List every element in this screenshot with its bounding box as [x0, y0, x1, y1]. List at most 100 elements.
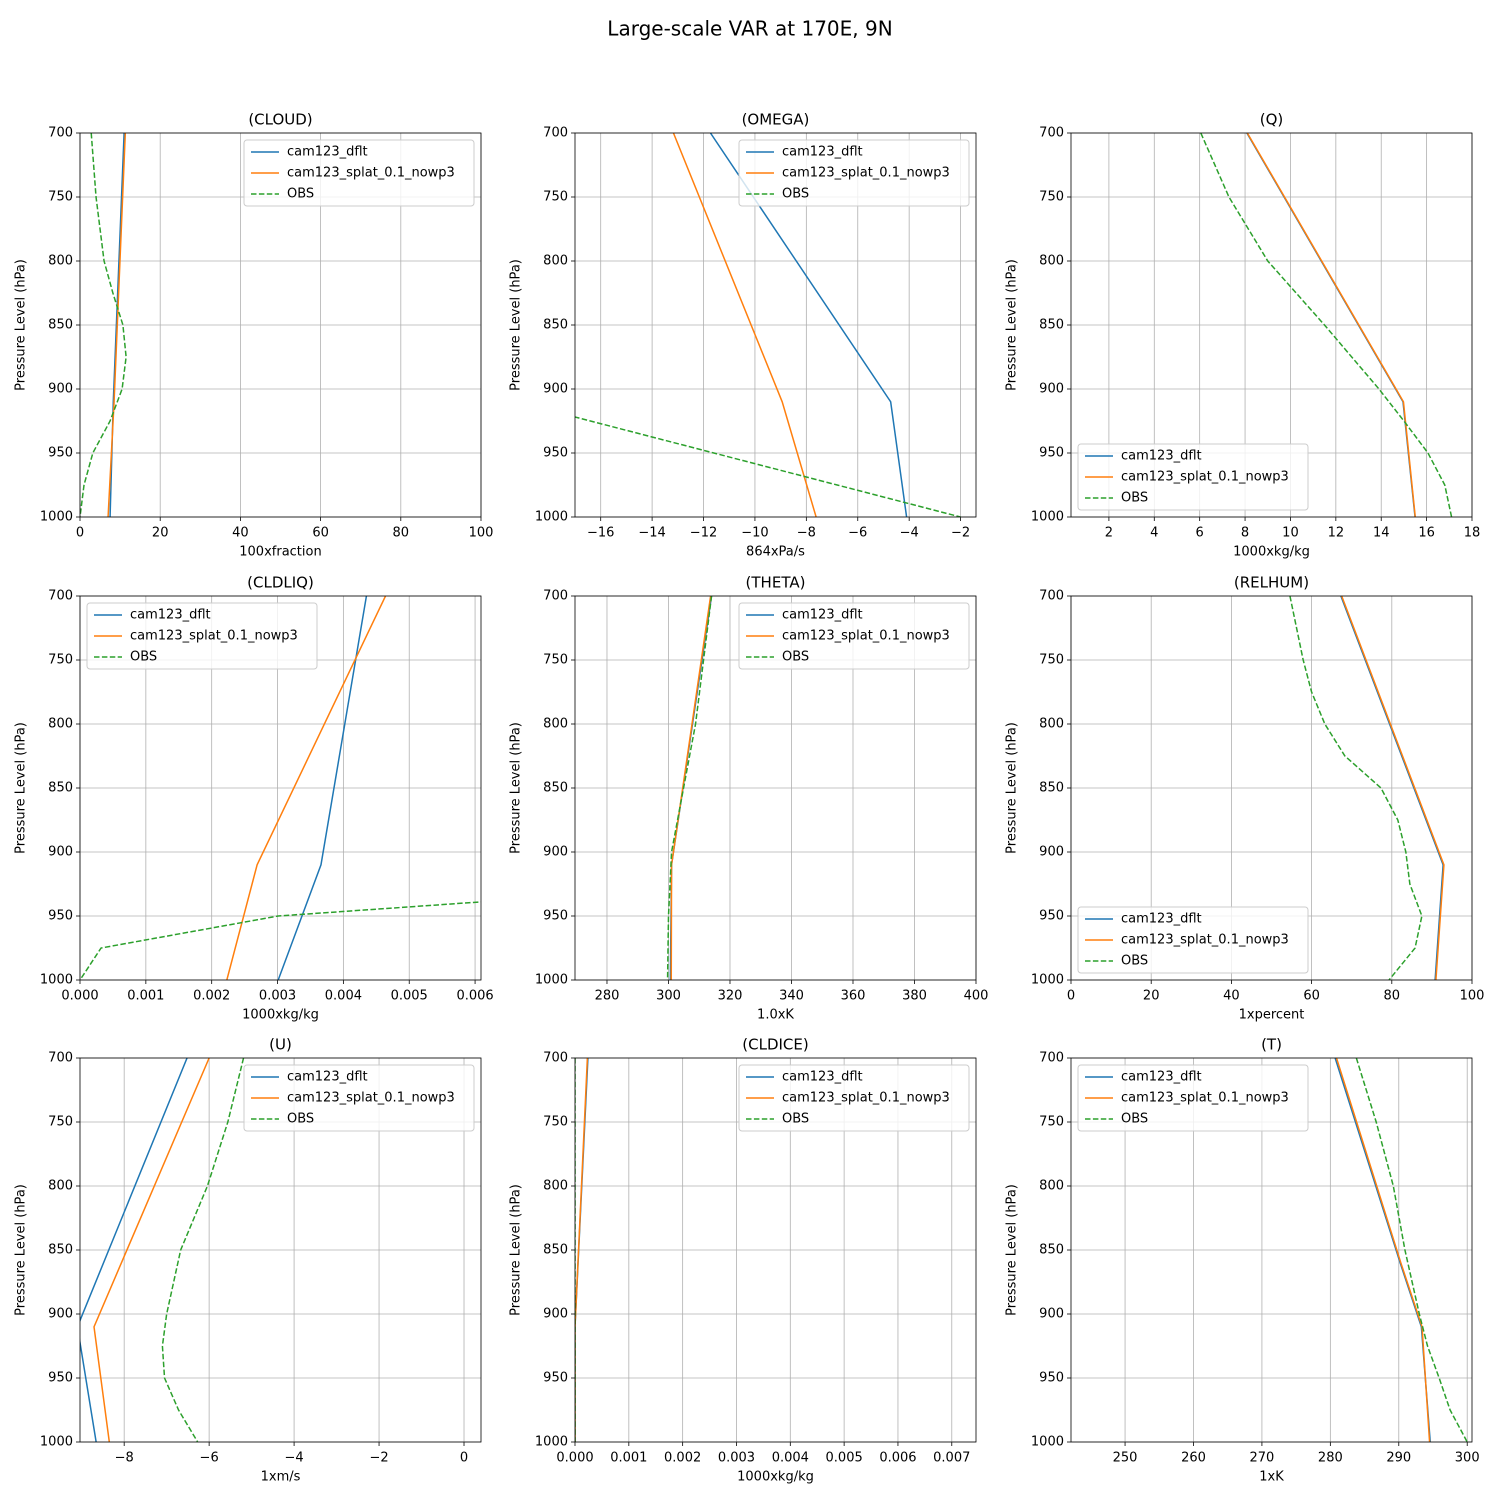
x-tick-label: 6	[1196, 526, 1204, 541]
x-tick-label: 280	[1318, 1451, 1343, 1466]
legend-label: cam123_splat_0.1_nowp3	[1121, 933, 1289, 948]
data-line	[1289, 596, 1423, 980]
legend-label: cam123_dflt	[782, 608, 863, 623]
y-tick-label: 850	[543, 1243, 568, 1258]
data-line	[575, 1058, 589, 1442]
x-tick-label: 400	[964, 989, 989, 1004]
y-axis-label: Pressure Level (hPa)	[14, 722, 29, 854]
data-line	[80, 901, 481, 980]
y-tick-label: 850	[48, 781, 73, 796]
x-tick-label: −16	[587, 526, 614, 541]
axes-frame	[574, 1057, 977, 1443]
x-axis-label: 1xm/s	[261, 1470, 301, 1485]
x-tick-label: 0	[1067, 989, 1075, 1004]
x-tick-label: 250	[1113, 1451, 1138, 1466]
y-tick-label: 850	[1039, 781, 1064, 796]
legend-label: cam123_dflt	[130, 608, 211, 623]
x-axis-label: 1000xkg/kg	[1233, 545, 1310, 560]
y-tick-label: 700	[543, 589, 568, 604]
x-axis-label: 1000xkg/kg	[242, 1008, 319, 1023]
panel-title: (T)	[1261, 1036, 1282, 1054]
y-tick-label: 800	[543, 717, 568, 732]
y-axis-label: Pressure Level (hPa)	[1005, 1184, 1020, 1316]
x-tick-label: 300	[656, 989, 681, 1004]
x-tick-label: 80	[1384, 989, 1401, 1004]
panel-title: (CLOUD)	[248, 111, 312, 129]
y-tick-label: 900	[48, 845, 73, 860]
x-tick-label: −10	[741, 526, 768, 541]
panel: (U) 1xm/s Pressure Level (hPa) −8 −6 −4 −2 0 700…	[14, 1036, 482, 1485]
y-tick-label: 1000	[40, 1435, 73, 1450]
x-tick-label: 0.002	[193, 989, 230, 1004]
x-tick-label: 0	[460, 1451, 468, 1466]
y-tick-label: 750	[543, 653, 568, 668]
x-axis-label: 1.0xK	[757, 1008, 794, 1023]
x-tick-label: 100	[469, 526, 494, 541]
axes-frame	[574, 132, 977, 518]
y-tick-label: 900	[48, 382, 73, 397]
x-tick-label: 340	[779, 989, 804, 1004]
panel: (Q) 1000xkg/kg Pressure Level (hPa) 2 4 6 8 10 1…	[1005, 111, 1481, 560]
y-tick-label: 900	[48, 1307, 73, 1322]
legend-label: cam123_dflt	[1121, 912, 1202, 927]
panel-title: (Q)	[1260, 111, 1284, 129]
data-line	[1355, 1058, 1468, 1442]
y-axis-label: Pressure Level (hPa)	[14, 1184, 29, 1316]
x-tick-label: 10	[1282, 526, 1299, 541]
y-tick-label: 900	[1039, 1307, 1064, 1322]
legend-box	[1077, 906, 1309, 974]
legend-label: cam123_splat_0.1_nowp3	[1121, 1091, 1289, 1106]
y-tick-label: 800	[543, 254, 568, 269]
x-tick-label: 320	[718, 989, 743, 1004]
x-tick-label: 0.006	[456, 989, 493, 1004]
y-tick-label: 950	[48, 909, 73, 924]
legend-label: OBS	[1121, 1112, 1148, 1127]
legend-box	[243, 1064, 475, 1132]
legend-label: cam123_dflt	[1121, 449, 1202, 464]
x-tick-label: 360	[841, 989, 866, 1004]
x-tick-label: 280	[595, 989, 620, 1004]
x-tick-label: 0.004	[325, 989, 362, 1004]
data-line	[1335, 1058, 1431, 1442]
y-tick-label: 750	[48, 653, 73, 668]
x-tick-label: 20	[152, 526, 169, 541]
y-tick-label: 900	[543, 845, 568, 860]
y-tick-label: 950	[543, 1371, 568, 1386]
y-tick-label: 800	[48, 254, 73, 269]
y-tick-label: 850	[48, 318, 73, 333]
data-line	[161, 1058, 245, 1442]
x-tick-label: −4	[285, 1451, 304, 1466]
x-tick-label: 4	[1150, 526, 1158, 541]
panel-title: (RELHUM)	[1234, 574, 1309, 592]
legend-label: cam123_dflt	[1121, 1070, 1202, 1085]
legend-label: cam123_dflt	[782, 1070, 863, 1085]
y-tick-label: 1000	[40, 973, 73, 988]
x-tick-label: 380	[902, 989, 927, 1004]
legend-box	[1077, 1064, 1309, 1132]
y-tick-label: 900	[543, 382, 568, 397]
x-tick-label: −14	[638, 526, 665, 541]
legend-label: cam123_dflt	[287, 145, 368, 160]
x-tick-label: 80	[393, 526, 410, 541]
legend-label: cam123_splat_0.1_nowp3	[1121, 470, 1289, 485]
y-tick-label: 1000	[535, 1435, 568, 1450]
y-tick-label: 750	[48, 190, 73, 205]
x-tick-label: 0	[76, 526, 84, 541]
y-tick-label: 850	[543, 781, 568, 796]
x-tick-label: 0.001	[127, 989, 164, 1004]
axes-frame	[1070, 595, 1473, 981]
data-line	[109, 133, 125, 517]
y-tick-label: 1000	[40, 510, 73, 525]
y-tick-label: 1000	[1031, 510, 1064, 525]
panel: (CLDLIQ) 1000xkg/kg Pressure Level (hPa) 0.…	[14, 574, 494, 1023]
figure-title: Large-scale VAR at 170E, 9N	[607, 17, 892, 41]
y-tick-label: 750	[1039, 1115, 1064, 1130]
y-axis-label: Pressure Level (hPa)	[1005, 722, 1020, 854]
panel: (THETA) 1.0xK Pressure Level (hPa) 280 300 32…	[509, 574, 989, 1023]
x-tick-label: 60	[1303, 989, 1320, 1004]
x-tick-label: 0.000	[556, 1451, 593, 1466]
y-tick-label: 800	[48, 717, 73, 732]
axes-frame	[1070, 132, 1473, 518]
x-tick-label: 0.002	[664, 1451, 701, 1466]
